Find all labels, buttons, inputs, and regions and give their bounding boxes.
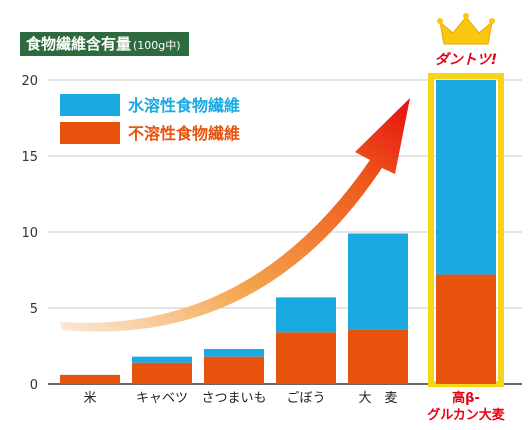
title-unit: (100g中) [133,39,181,52]
bar-insoluble-0 [60,374,120,384]
legend-swatch [60,122,120,144]
legend-label: 水溶性食物繊維 [128,96,240,115]
chart-title: 食物繊維含有量 (100g中) [20,32,189,56]
trend-arrow [60,98,410,332]
title-text: 食物繊維含有量 [26,35,132,53]
y-tick-label: 5 [30,302,38,317]
x-tick-label: 高β- [452,390,480,406]
legend-swatch [60,94,120,116]
bar-insoluble-1 [132,362,192,384]
y-tick-label: 20 [21,74,38,89]
bar-soluble-1 [132,356,192,363]
x-tick-label: グルカン大麦 [427,407,506,423]
bar-insoluble-3 [276,332,336,384]
bar-insoluble-5 [436,274,496,384]
x-tick-label: キャベツ [136,391,188,406]
x-tick-label: 大 麦 [358,391,397,406]
bar-soluble-3 [276,297,336,333]
bar-insoluble-4 [348,329,408,384]
x-tick-label: ごぼう [286,390,325,406]
bar-insoluble-2 [204,356,264,384]
x-tick-label: 米 [83,391,96,406]
legend-label: 不溶性食物繊維 [128,124,240,143]
crown-jewel [437,18,443,24]
bar-soluble-4 [348,233,408,330]
crown-icon [439,16,493,45]
bar-soluble-5 [436,80,496,275]
crown-jewel [463,13,469,19]
y-tick-label: 10 [21,226,38,241]
x-tick-label: さつまいも [201,391,266,406]
y-tick-label: 0 [30,378,38,393]
badge-text: ダントツ! [435,51,497,68]
crown-jewel [489,18,495,24]
bar-soluble-2 [204,349,264,357]
y-tick-label: 15 [21,150,38,165]
